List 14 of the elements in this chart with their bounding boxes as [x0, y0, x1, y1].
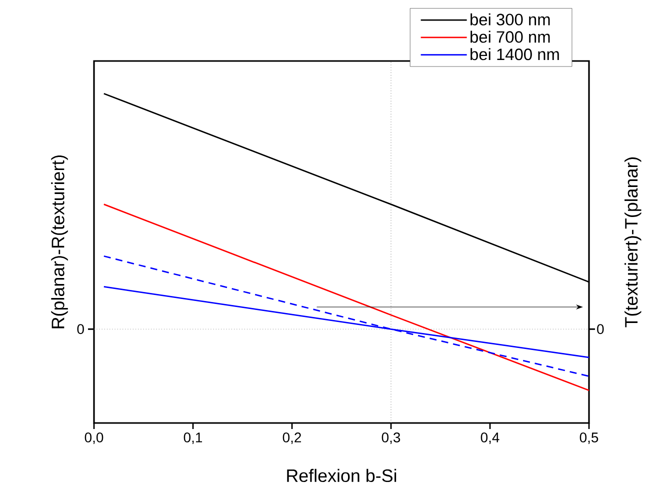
legend-label: bei 300 nm: [470, 13, 550, 26]
x-tick-label: 0,5: [580, 432, 598, 444]
y-axis-title: R(planar)-R(texturiert): [51, 155, 68, 328]
x-tick-label: 0,0: [84, 432, 104, 444]
ref-line-label: 0: [597, 324, 604, 334]
x-tick-label: 0,3: [382, 432, 400, 444]
text: 0: [77, 324, 84, 334]
y2-axis-title: T(texturiert)-T(planar): [624, 157, 642, 328]
x-tick-label: 0,1: [184, 432, 202, 444]
legend-label: bei 1400 nm: [470, 48, 559, 60]
x-tick-label: 0,4: [480, 432, 500, 444]
x-tick-label: 0,2: [282, 432, 301, 444]
x-axis-title: Reflexion b-Si: [287, 468, 396, 482]
legend-label: bei 700 nm: [470, 30, 550, 43]
